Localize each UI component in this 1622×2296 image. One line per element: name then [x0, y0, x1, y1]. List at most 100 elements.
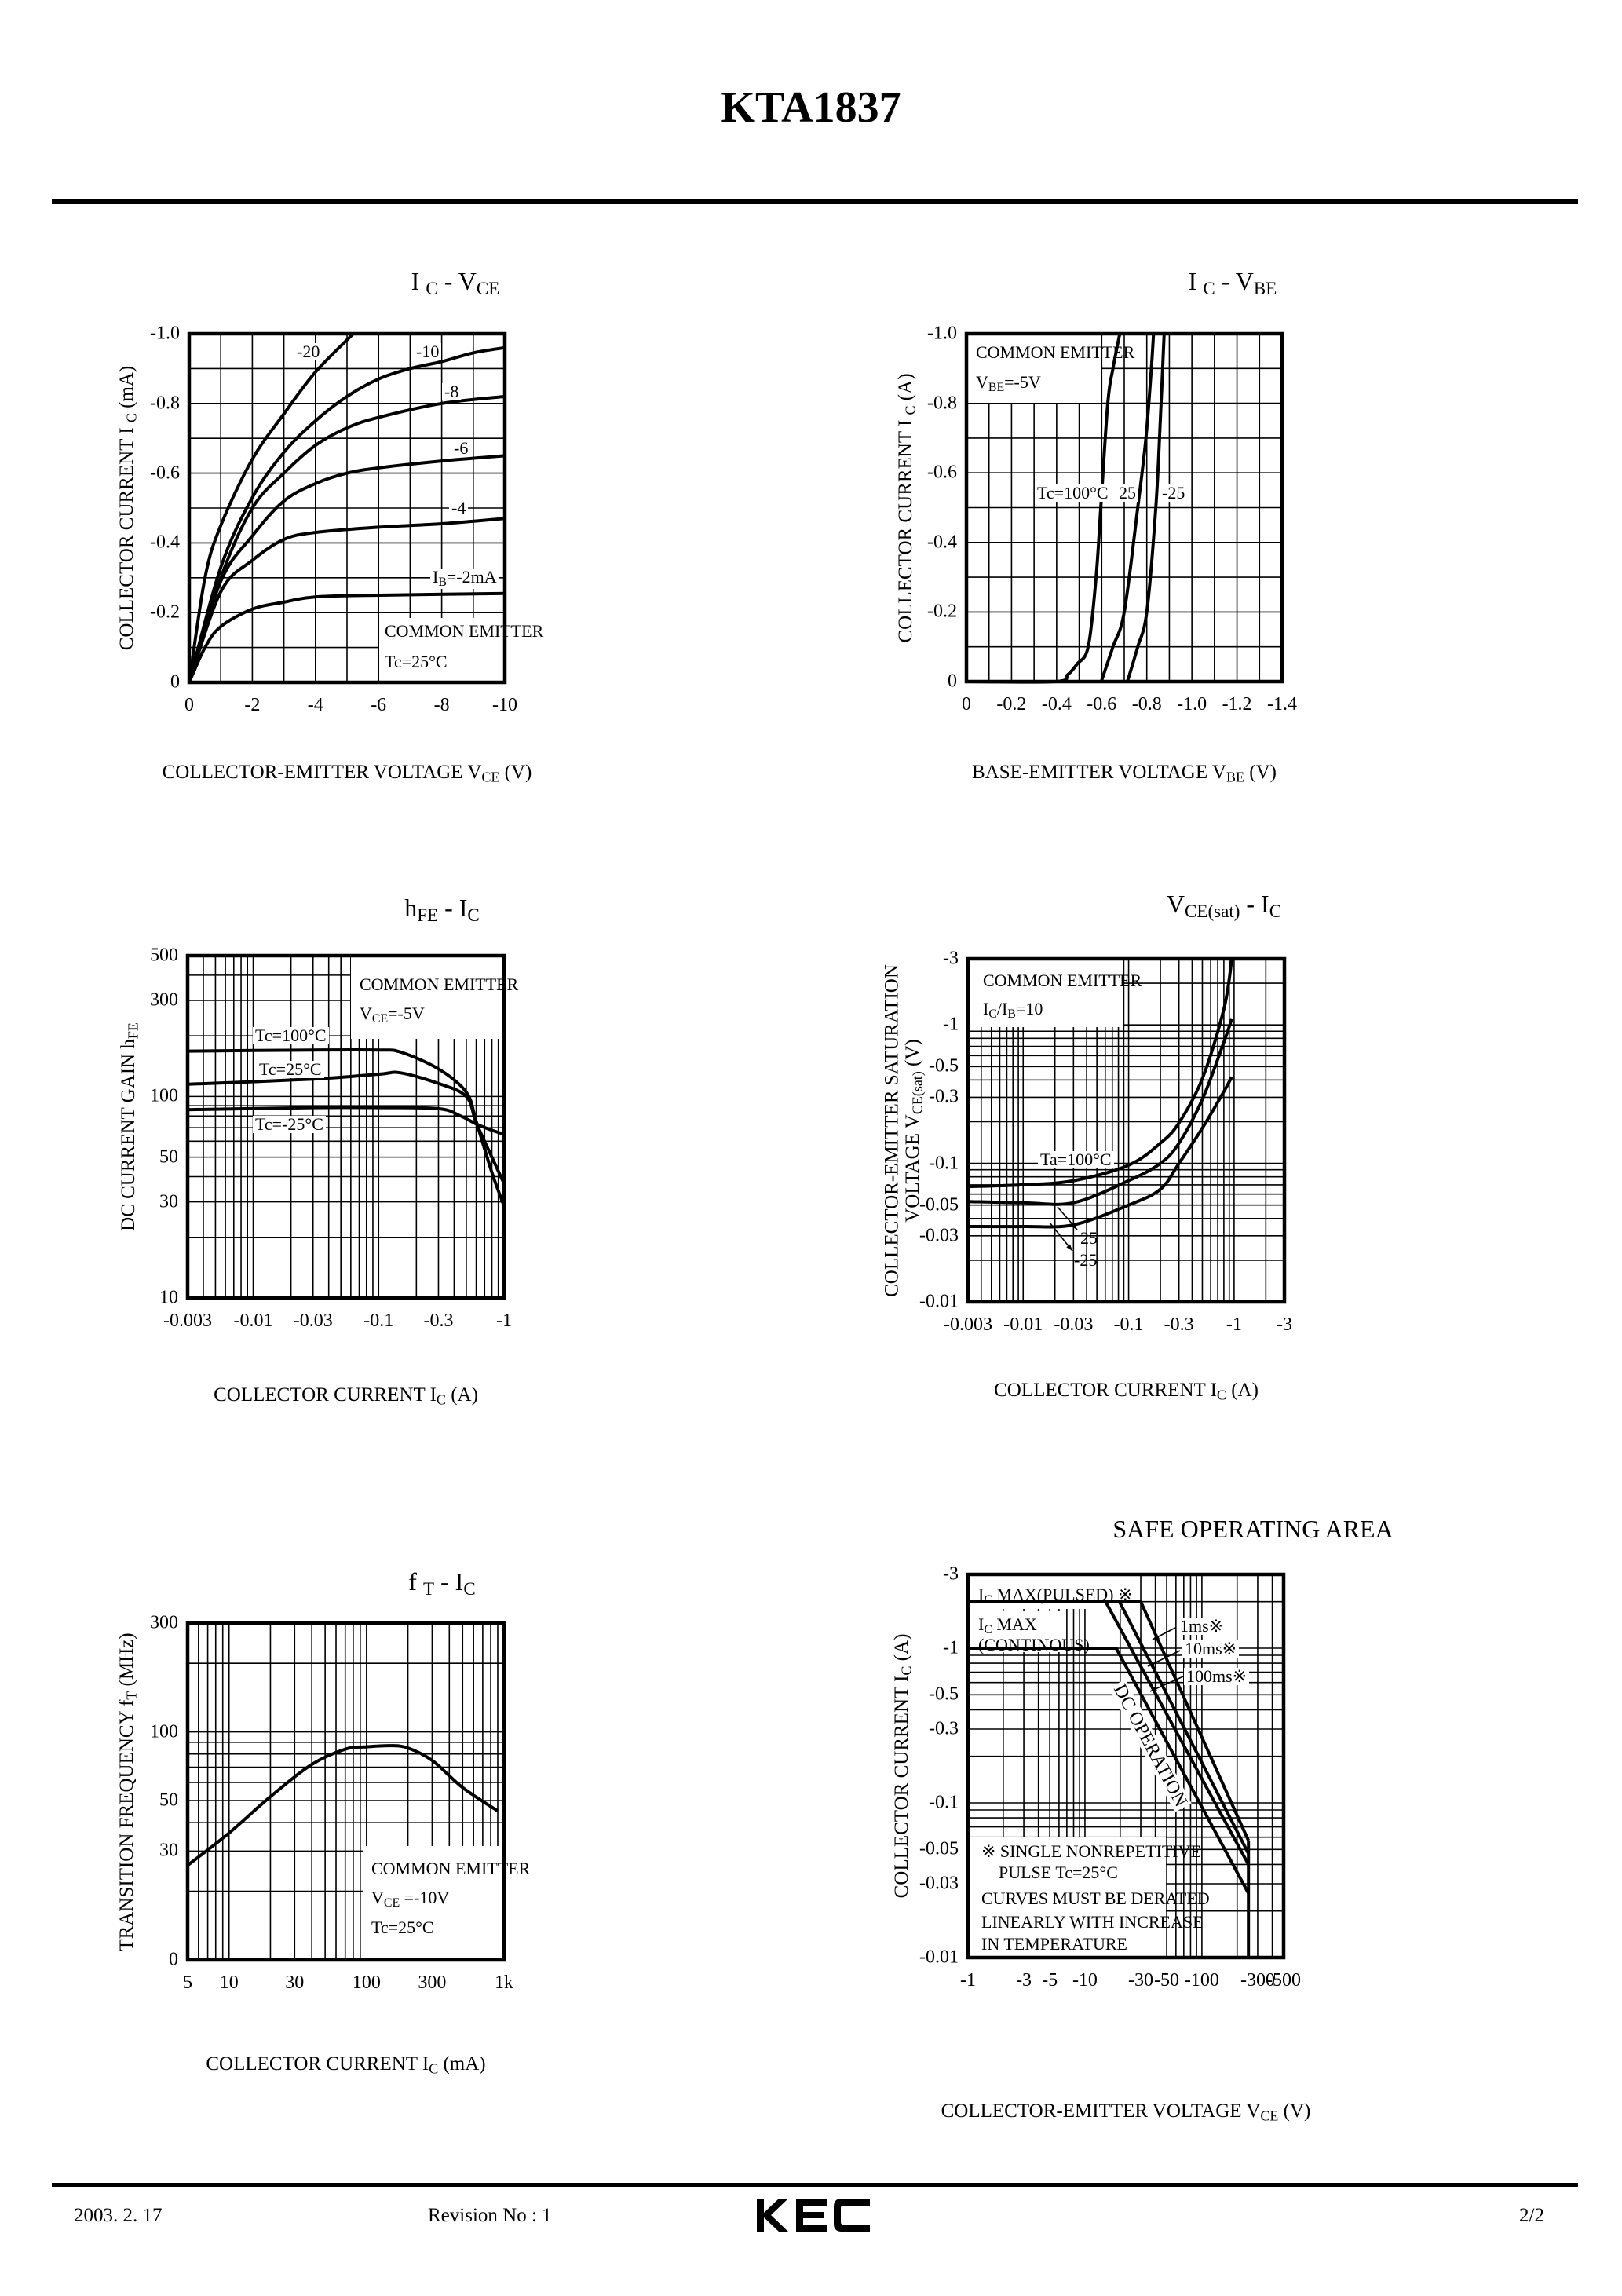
x-tick-label: -0.3: [423, 1311, 454, 1331]
label-text: LINEARLY WITH INCREASE: [981, 1912, 1204, 1932]
y-tick-label: 10: [159, 1287, 178, 1308]
label-text: COLLECTOR CURRENT I: [214, 1384, 437, 1406]
subscript-text: FE: [417, 904, 439, 925]
label-text: I: [978, 1585, 985, 1604]
x-tick-label: -1: [960, 1970, 976, 1991]
x-tick-label: -500: [1266, 1970, 1301, 1991]
x-tick-label: -300: [1240, 1970, 1275, 1991]
label-text: I: [978, 1614, 985, 1634]
subscript-text: C: [988, 1007, 997, 1021]
annotation-box: [970, 1837, 1166, 1956]
label-text: -8: [444, 382, 459, 401]
label-text: h: [404, 894, 418, 922]
x-tick-label: -0.6: [1087, 694, 1117, 715]
label-text: COMMON EMITTER: [983, 971, 1142, 990]
annotation-box: [351, 956, 504, 1039]
x-tick-label: -50: [1154, 1970, 1180, 1991]
subscript-text: FE: [125, 1022, 141, 1040]
label-text: COLLECTOR CURRENT I: [994, 1380, 1217, 1401]
subscript-text: B: [438, 575, 447, 589]
y-tick-label: 50: [159, 1790, 178, 1811]
label-text: I: [411, 267, 426, 295]
label-text: Tc=25°C: [371, 1918, 434, 1937]
x-tick-label: -4: [307, 695, 323, 715]
chart-annotation: 25: [1116, 484, 1138, 502]
x-tick-label: -10: [1072, 1970, 1098, 1991]
y-tick-label: -0.3: [929, 1718, 959, 1739]
x-tick-label: -100: [1184, 1970, 1219, 1991]
y-tick-label: -0.2: [927, 601, 957, 622]
x-tick-label: 0: [962, 694, 971, 715]
chart-annotation: LINEARLY WITH INCREASE: [981, 1914, 1204, 1931]
label-text: COLLECTOR-EMITTER VOLTAGE V: [941, 2100, 1261, 2122]
label-text: COMMON EMITTER: [385, 621, 544, 641]
annotation-box: [379, 618, 505, 682]
chart-annotation: -10: [414, 343, 442, 360]
label-text: -25: [1162, 483, 1185, 503]
chart-title: f T - IC: [408, 1567, 475, 1600]
chart-annotation: Tc=-25°C: [253, 1116, 326, 1133]
x-tick-label: 100: [352, 1972, 381, 1993]
y-axis-label: COLLECTOR CURRENT I C (mA): [116, 366, 140, 651]
chart-plot-area: [966, 956, 1287, 1304]
subscript-text: CE: [476, 277, 500, 298]
arrowhead: [1148, 1661, 1155, 1666]
chart-annotation: Tc=25°C: [371, 1919, 434, 1936]
series-line-1: [967, 1018, 1233, 1206]
y-tick-label: 30: [159, 1191, 178, 1212]
label-text: PULSE Tc=25°C: [999, 1863, 1118, 1882]
y-tick-label: 0: [948, 671, 957, 692]
subscript-text: CE: [481, 769, 500, 785]
chart-annotation: IC MAX: [978, 1616, 1037, 1636]
label-text: (A): [894, 372, 916, 405]
chart-title: I C - VBE: [1189, 267, 1277, 299]
label-text: IN TEMPERATURE: [981, 1934, 1127, 1954]
label-text: =10: [1015, 999, 1043, 1018]
subscript-text: T: [123, 1691, 140, 1700]
label-text: Tc=25°C: [259, 1059, 322, 1079]
label-text: V: [1166, 890, 1185, 918]
chart-annotation: COMMON EMITTER: [371, 1860, 530, 1877]
y-tick-label: -0.4: [150, 532, 180, 553]
label-text: DC CURRENT GAIN h: [117, 1039, 139, 1231]
label-text: Tc=25°C: [385, 652, 448, 671]
x-tick-label: -1: [496, 1311, 512, 1331]
arrowhead: [1150, 1686, 1157, 1691]
y-tick-label: -1.0: [150, 323, 180, 344]
y-tick-label: -0.05: [919, 1194, 959, 1216]
label-text: - V: [1215, 267, 1254, 295]
label-text: V: [371, 1888, 384, 1907]
x-axis-label: COLLECTOR CURRENT IC (A): [214, 1384, 478, 1409]
series-line-0: [188, 332, 355, 683]
footer-page-number: 2/2: [1519, 2205, 1544, 2226]
footer-revision: Revision No : 1: [428, 2205, 552, 2226]
label-text: 1ms※: [1180, 1616, 1224, 1636]
footer-date: 2003. 2. 17: [74, 2205, 163, 2226]
arrowhead: [1066, 1244, 1072, 1251]
footer-divider: [52, 2183, 1578, 2187]
label-text: V: [976, 372, 988, 392]
series-line-0: [187, 1047, 506, 1207]
subscript-text: C: [467, 904, 480, 925]
y-tick-label: -0.01: [919, 1947, 959, 1968]
x-axis-label: COLLECTOR-EMITTER VOLTAGE VCE (V): [163, 762, 532, 786]
series-line-0: [968, 1600, 1251, 1841]
label-text: - I: [434, 1567, 464, 1596]
label-text: =-2mA: [446, 567, 497, 587]
subscript-text: C: [426, 277, 438, 298]
x-tick-label: -0.03: [293, 1311, 333, 1331]
x-tick-label: -10: [492, 695, 517, 715]
series-line-4: [188, 517, 506, 683]
x-tick-label: -2: [244, 695, 261, 715]
chart-annotation: -4: [449, 499, 469, 517]
label-text: VOLTAGE V: [901, 1113, 923, 1223]
label-text: TRANSITION FREQUENCY f: [115, 1699, 137, 1951]
label-text: COMMON EMITTER: [371, 1859, 531, 1878]
y-tick-label: -0.4: [927, 532, 957, 553]
label-text: (A): [1226, 1380, 1259, 1401]
annotation-box: [363, 1846, 504, 1960]
y-tick-label: -0.03: [919, 1873, 959, 1894]
label-text: COLLECTOR CURRENT I: [206, 2053, 429, 2075]
label-text: BASE-EMITTER VOLTAGE V: [972, 762, 1226, 783]
subscript-text: CE: [1260, 2108, 1279, 2124]
